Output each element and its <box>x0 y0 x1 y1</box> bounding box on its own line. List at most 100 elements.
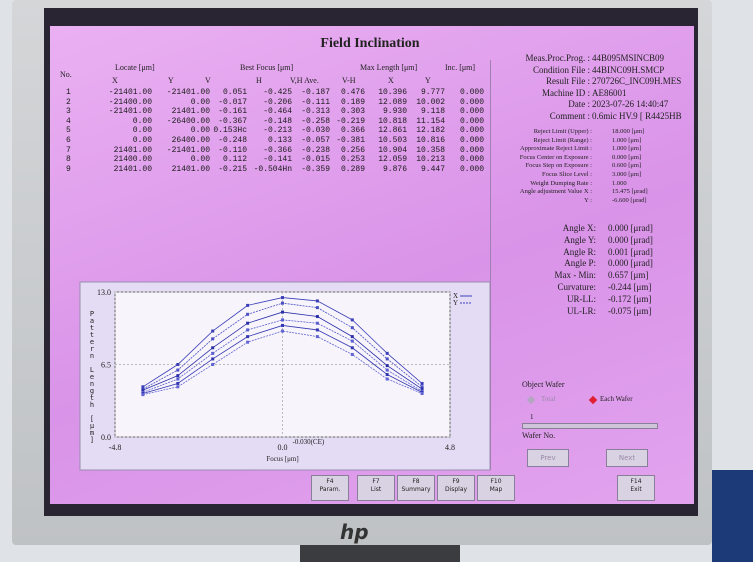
table-cell: 21401.00 <box>171 107 210 117</box>
table-cell: 10.503 <box>378 136 407 145</box>
table-cell: 0.000 <box>459 155 484 165</box>
angle-value: -0.244 [μm] <box>608 282 652 292</box>
table-cell: 8 <box>66 155 71 165</box>
table-cell: 11.154 <box>416 116 445 126</box>
table-cell: -0.111 <box>301 97 330 107</box>
function-key[interactable]: F14 Exit <box>617 475 655 501</box>
info-label: Comment : <box>549 111 590 121</box>
angle-label: UL-LR: <box>567 305 596 316</box>
info-value: 2023-07-26 14:40:47 <box>592 99 669 110</box>
limit-label: Focus Center on Exposure : <box>519 153 592 161</box>
wafer-button[interactable]: Prev <box>527 449 569 467</box>
function-key[interactable]: F4 Param. <box>311 475 349 501</box>
limit-value: 18.000 [μm] <box>612 128 645 135</box>
table-cell: 0.000 <box>459 97 484 107</box>
table-sub-header: Y <box>425 76 431 85</box>
table-cell: 0.253 <box>340 155 365 165</box>
function-key-label: Exit <box>630 486 642 493</box>
table-cell: 0.476 <box>340 88 365 97</box>
table-cell: 0.256 <box>340 145 365 155</box>
table-cell: -21401.00 <box>166 145 210 155</box>
table-cell: 0.00 <box>132 136 152 145</box>
table-group-header: No. <box>60 70 72 79</box>
table-cell: 0.00 <box>190 126 210 136</box>
monitor-stand <box>300 545 460 562</box>
slider-value: 1 <box>530 413 534 421</box>
limit-label: Reject Limit (Range) : <box>533 136 592 144</box>
info-label: Meas.Proc.Prog. : <box>525 53 591 63</box>
table-cell: 7 <box>66 145 71 155</box>
table-cell: 0.000 <box>459 107 484 117</box>
table-cell: 0.153Hc <box>213 126 247 136</box>
table-cell: 2 <box>66 97 71 107</box>
table-cell: -0.161 <box>218 107 247 117</box>
angle-value: 0.000 [μrad] <box>608 223 653 233</box>
function-key[interactable]: F9 Display <box>437 475 475 501</box>
brand-logo: hp <box>340 520 369 544</box>
function-key-label: Map <box>489 486 503 493</box>
table-cell: -0.258 <box>301 116 330 126</box>
table-cell: -0.148 <box>263 116 292 126</box>
table-cell: -21400.00 <box>108 97 152 107</box>
table-cell: -0.425 <box>263 88 292 97</box>
table-cell: 0.289 <box>340 164 365 174</box>
limit-label: Angle adjustment Value X : <box>519 188 592 196</box>
table-cell: 0.00 <box>190 155 210 165</box>
angle-label: UR-LL: <box>567 293 596 304</box>
limit-value: -6.600 [μrad] <box>612 196 647 204</box>
table-cell: 9.777 <box>420 88 445 97</box>
info-value: AE86001 <box>592 87 627 98</box>
table-cell: -21401.00 <box>108 107 152 117</box>
function-key[interactable]: F10 Map <box>477 475 515 501</box>
angle-value: -0.172 [μm] <box>608 293 652 304</box>
table-cell: -0.030 <box>301 126 330 136</box>
table-cell: -21401.00 <box>166 88 210 97</box>
table-cell: 10.213 <box>416 155 445 165</box>
radio-total: Total <box>541 395 556 403</box>
table-cell: 10.002 <box>416 97 445 107</box>
limit-label: Focus Step on Exposure : <box>525 162 592 170</box>
angle-value: 0.000 [μrad] <box>608 234 653 245</box>
info-value: 44B095MSINCB09 <box>592 53 665 63</box>
table-sub-header: Y <box>168 76 174 85</box>
table-group-header: Best Focus [μm] <box>240 63 294 72</box>
limit-value: 3.000 [μm] <box>612 171 642 178</box>
window-title: Field Inclination <box>320 36 420 51</box>
table-sub-header: H <box>256 76 262 85</box>
table-cell: 26400.00 <box>171 136 210 145</box>
limit-label: Weight Dumping Rate : <box>530 179 592 187</box>
function-key[interactable]: F8 Summary <box>397 475 435 501</box>
info-value: 0.6mic HV.9 [ R4425HB <box>592 111 682 121</box>
limit-label: Focus Slice Level : <box>541 171 592 178</box>
function-key-label: List <box>370 486 382 493</box>
table-cell: 12.182 <box>416 126 445 136</box>
function-key-key: F4 <box>326 478 334 485</box>
table-cell: -0.313 <box>301 107 330 117</box>
table-cell: 0.051 <box>222 88 247 97</box>
table-cell: 21400.00 <box>113 155 152 165</box>
table-cell: -0.367 <box>218 116 247 126</box>
table-cell: 10.358 <box>416 145 445 155</box>
function-key-key: F14 <box>630 478 642 485</box>
angle-label: Angle R: <box>563 246 596 257</box>
function-key[interactable]: F7 List <box>357 475 395 501</box>
info-label: Condition File : <box>532 64 590 75</box>
table-cell: 9.876 <box>382 164 407 174</box>
table-cell: 0.000 <box>459 116 484 126</box>
info-value: 44BINC09H.SMCP <box>592 64 665 75</box>
table-cell: 0.00 <box>132 126 152 136</box>
table-cell: -0.017 <box>218 97 247 107</box>
function-key-key: F10 <box>490 478 502 485</box>
limit-value: 0.000 [μm] <box>612 153 642 161</box>
wafer-button[interactable]: Next <box>606 449 648 467</box>
info-label: Result File : <box>545 76 590 87</box>
table-cell: 10.904 <box>378 145 407 155</box>
function-key-key: F8 <box>412 478 420 485</box>
table-cell: 3 <box>66 107 71 117</box>
table-cell: 9.930 <box>382 107 407 117</box>
angle-label: Curvature: <box>557 282 597 292</box>
angle-label: Max - Min: <box>554 270 597 281</box>
limit-value: 1.000 [μm] <box>612 145 642 153</box>
table-cell: 21401.00 <box>113 164 152 174</box>
angle-label: Angle Y: <box>563 234 596 245</box>
